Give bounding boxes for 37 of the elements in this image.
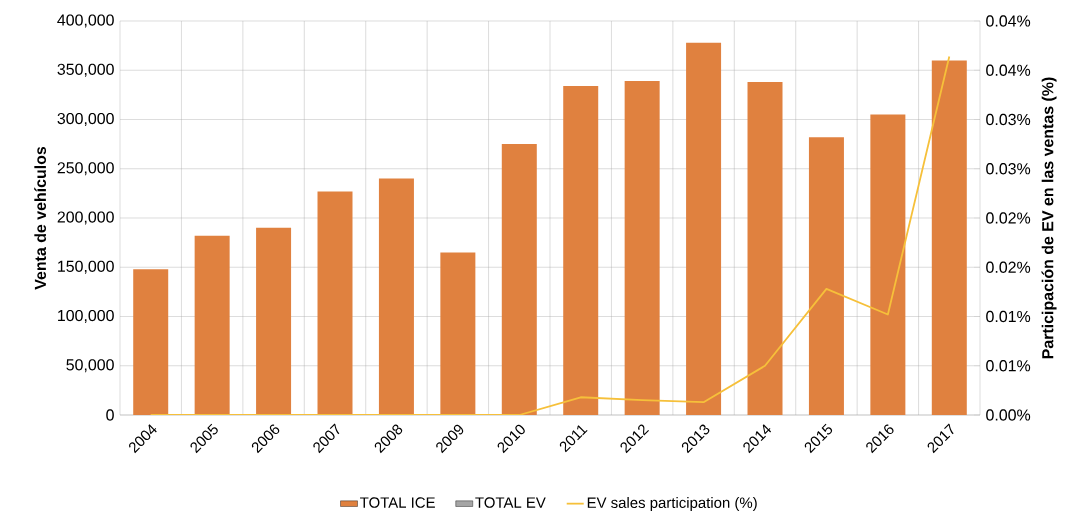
y-tick-label: 250,000 — [57, 162, 114, 176]
legend-label: TOTAL ICE — [360, 497, 435, 508]
legend-label: EV sales participation (%) — [587, 497, 757, 511]
y2-tick-label: 0.02% — [986, 261, 1031, 273]
bar — [501, 144, 537, 415]
y2-tick-label: 0.04% — [986, 15, 1031, 27]
y-tick-label: 50,000 — [66, 359, 114, 373]
legend-label: TOTAL EV — [475, 497, 546, 508]
y-tick-label: 200,000 — [57, 211, 114, 225]
bar — [133, 269, 169, 415]
bar — [686, 42, 722, 415]
y2-tick-label: 0.03% — [986, 163, 1031, 175]
bar — [808, 137, 844, 415]
bar — [563, 86, 599, 415]
bar — [747, 82, 783, 415]
y2-tick-label: 0.04% — [986, 64, 1031, 76]
bar — [317, 191, 353, 415]
y-tick-label: 0 — [106, 409, 114, 421]
y-tick-label: 150,000 — [58, 260, 114, 274]
bar — [194, 235, 230, 415]
y2-tick-label: 0.02% — [986, 212, 1031, 224]
y-tick-label: 400,000 — [57, 14, 114, 28]
y-axis-title: Venta de vehículos — [34, 146, 47, 290]
bar — [870, 114, 906, 415]
y2-tick-label: 0.00% — [986, 409, 1031, 421]
y2-tick-label: 0.01% — [986, 310, 1031, 323]
y2-tick-label: 0.01% — [986, 360, 1031, 372]
y2-tick-label: 0.03% — [986, 113, 1031, 126]
bar — [931, 60, 967, 415]
y-tick-label: 100,000 — [58, 309, 114, 324]
y2-axis-title: Participación de EV en las ventas (%) — [1041, 77, 1057, 359]
bar — [256, 227, 292, 415]
bar — [624, 81, 660, 415]
bar — [378, 178, 414, 415]
y-tick-label: 300,000 — [57, 112, 114, 127]
bar — [440, 252, 476, 415]
y-tick-label: 350,000 — [57, 63, 114, 77]
